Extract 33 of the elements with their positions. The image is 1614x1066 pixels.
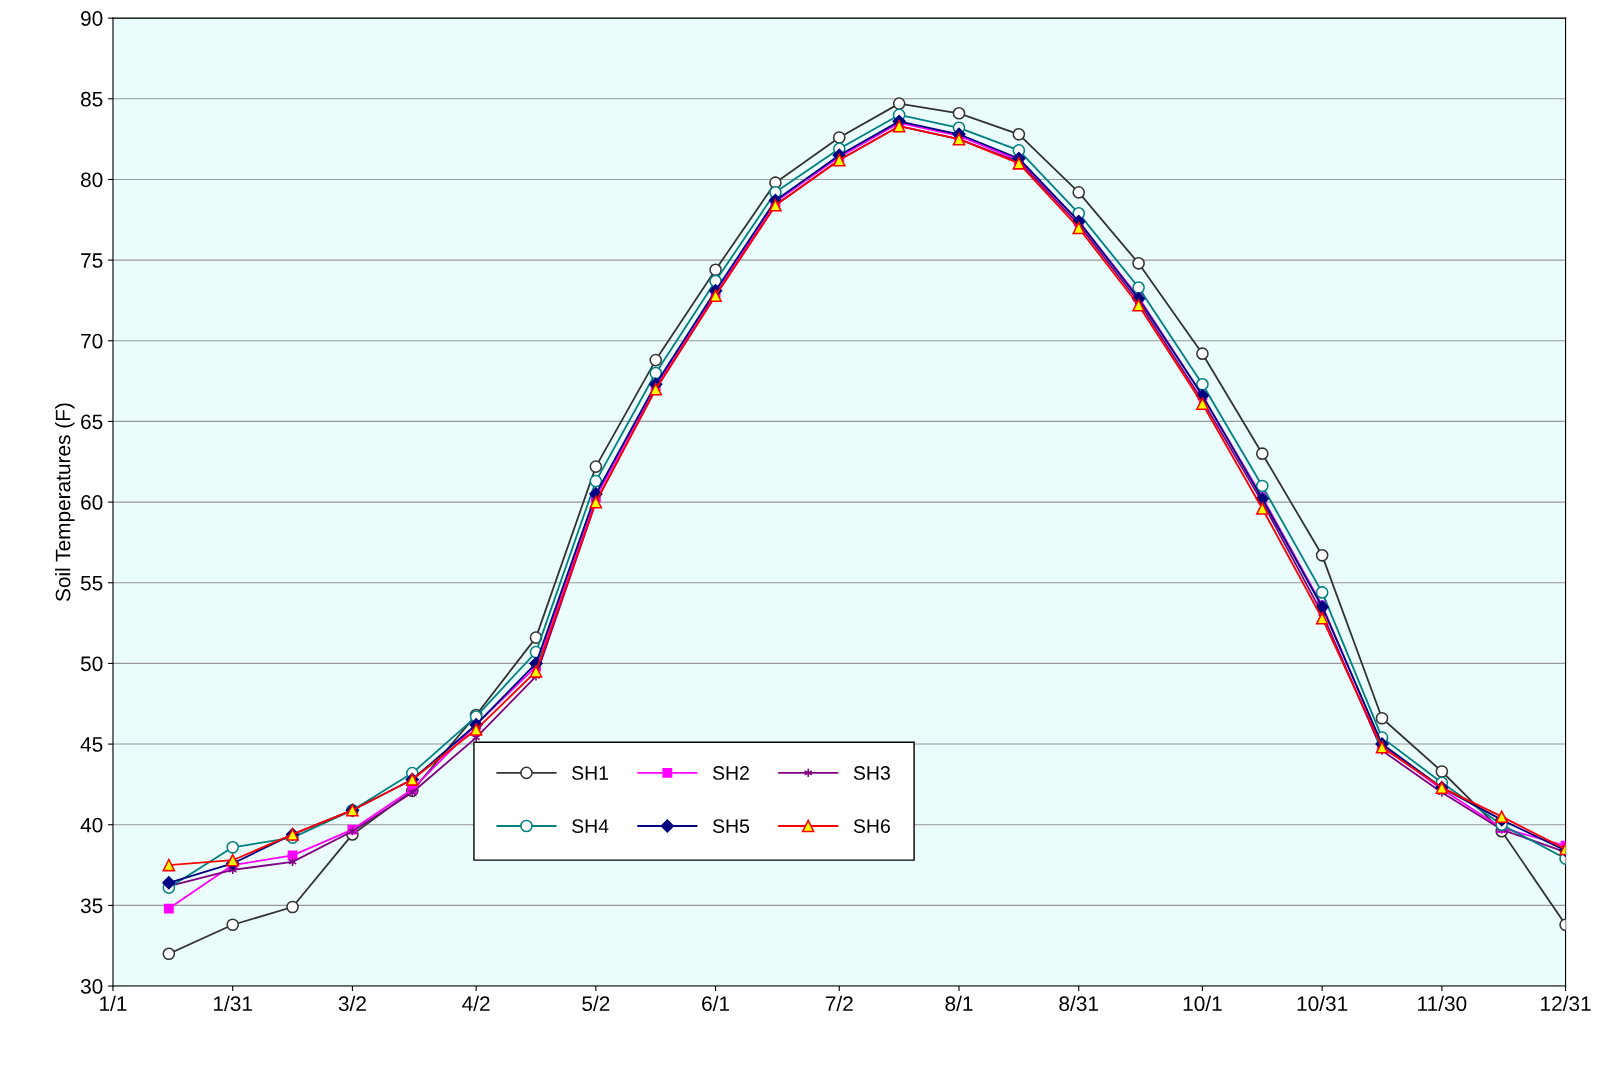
x-tick-label: 8/31 — [1059, 995, 1098, 1012]
y-tick-label: 70 — [81, 333, 103, 349]
x-tick-label: 1/1 — [100, 995, 127, 1012]
y-tick-label: 55 — [80, 575, 103, 591]
legend-label: SH5 — [712, 819, 750, 833]
y-axis-title: Soil Temperatures (F) — [55, 403, 75, 602]
x-tick-label: 11/30 — [1418, 995, 1467, 1012]
y-tick-label: 40 — [80, 817, 103, 833]
x-tick-label: 4/2 — [462, 995, 490, 1012]
y-tick-label: 35 — [80, 898, 103, 914]
legend-label: SH4 — [572, 819, 609, 833]
x-tick-label: 5/2 — [582, 995, 610, 1012]
y-tick-label: 85 — [80, 91, 103, 107]
x-tick-label: 8/1 — [945, 995, 973, 1012]
x-tick-label: 7/2 — [825, 995, 853, 1012]
legend-label: SH3 — [853, 766, 890, 780]
x-tick-label: 10/1 — [1183, 995, 1222, 1012]
legend-label: SH6 — [853, 819, 890, 833]
y-tick-label: 30 — [80, 979, 103, 994]
y-tick-label: 60 — [81, 495, 103, 510]
x-tick-label: 1/31 — [214, 995, 252, 1012]
x-tick-label: 3/2 — [338, 995, 366, 1012]
y-tick-label: 80 — [80, 172, 103, 188]
y-tick-label: 45 — [80, 737, 103, 752]
x-tick-label: 6/1 — [702, 995, 730, 1012]
x-tick-label: 10/31 — [1297, 995, 1348, 1012]
x-tick-label: 12/31 — [1541, 995, 1591, 1012]
y-tick-label: 90 — [81, 11, 103, 26]
y-tick-label: 75 — [81, 253, 103, 268]
legend-label: SH1 — [572, 766, 609, 780]
y-tick-label: 65 — [81, 414, 103, 430]
legend-label: SH2 — [712, 766, 749, 780]
y-tick-label: 50 — [80, 656, 103, 672]
